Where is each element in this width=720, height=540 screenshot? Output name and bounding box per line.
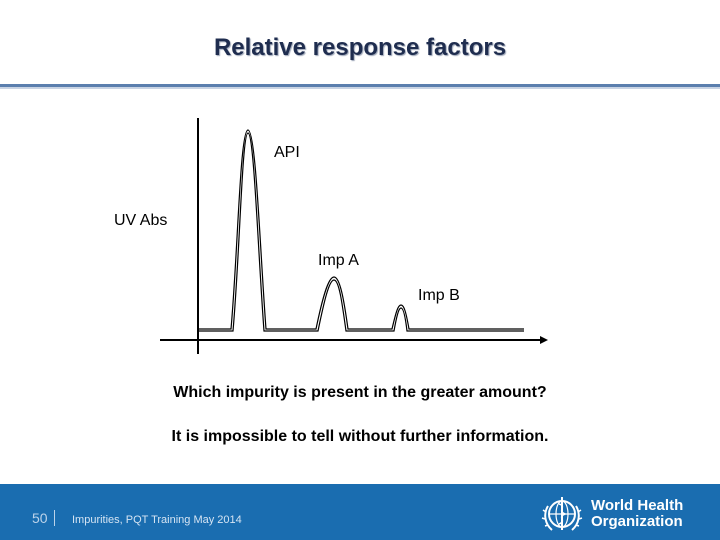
title-divider-shadow	[0, 87, 720, 89]
y-axis-label: UV Abs	[114, 212, 168, 229]
peak-label-api: API	[274, 144, 300, 161]
who-wordmark-line1: World Health	[591, 497, 684, 514]
peak-label-imp-b: Imp B	[418, 287, 460, 304]
footer-text: Impurities, PQT Training May 2014	[72, 514, 242, 526]
x-axis-arrow	[540, 336, 548, 344]
title-divider	[0, 84, 720, 87]
peak-label-imp-a: Imp A	[318, 252, 359, 269]
slide-title: Relative response factors	[213, 34, 507, 61]
question-text: Which impurity is present in the greater…	[173, 384, 547, 401]
page-number: 50	[32, 510, 48, 526]
trace-outline-upper	[199, 129, 524, 330]
who-wordmark: World Health Organization	[591, 498, 683, 530]
who-logo: World Health Organization	[540, 490, 690, 534]
trace-outline-lower	[199, 132, 524, 332]
footer-bar: 50 Impurities, PQT Training May 2014 Wor…	[0, 484, 720, 540]
who-wordmark-line2: Organization	[591, 513, 683, 530]
who-emblem-icon	[541, 497, 583, 531]
page-separator	[54, 510, 55, 526]
answer-text: It is impossible to tell without further…	[171, 428, 549, 445]
